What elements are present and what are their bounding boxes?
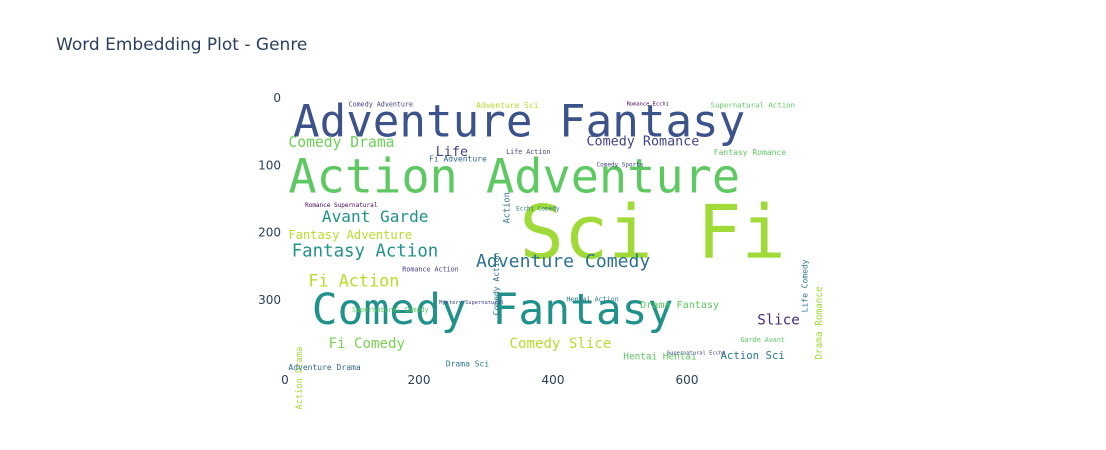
plot-area: [285, 98, 821, 367]
word-8: Fantasy Adventure: [288, 228, 412, 242]
word-26: Comedy Adventure: [349, 101, 413, 109]
word-20: Action Drama: [295, 347, 305, 410]
word-3: Comedy Fantasy: [312, 285, 674, 335]
y-tick-label-0: 0: [273, 91, 281, 105]
word-36: Life Action: [506, 148, 550, 156]
word-18: Drama Romance: [814, 286, 825, 360]
word-31: Hentai Action: [566, 296, 618, 304]
word-2: Sci Fi: [520, 191, 786, 276]
word-13: Comedy Slice: [510, 336, 612, 352]
word-9: Fantasy Action: [292, 242, 439, 262]
word-32: Garde Avant: [741, 336, 785, 344]
word-7: Avant Garde: [322, 207, 429, 226]
word-38: Comedy Sports: [597, 162, 644, 169]
word-27: Romance Action: [402, 266, 458, 274]
word-39: Romance Supernatural: [305, 202, 378, 209]
word-6: Comedy Romance: [587, 135, 700, 150]
word-0: Adventure Fantasy: [293, 97, 745, 148]
x-tick-label-3: 600: [676, 373, 699, 387]
y-tick-label-1: 100: [258, 158, 281, 172]
word-11: Fi Action: [308, 270, 399, 290]
word-35: Fi Adventure: [429, 155, 487, 164]
word-29: Ecchi Comedy: [516, 205, 560, 212]
x-tick-label-1: 200: [408, 373, 431, 387]
word-17: Hentai Hentai: [623, 352, 696, 363]
chart-title: Word Embedding Plot - Genre: [56, 35, 307, 55]
word-37: Action: [503, 192, 513, 223]
x-axis-ticks: 0 200 400 600: [281, 373, 698, 387]
word-15: Drama Fantasy: [640, 300, 719, 311]
word-30: Mystery Supernatural: [439, 300, 504, 306]
word-19: Life Comedy: [800, 259, 809, 312]
word-24: Supernatural Action: [711, 100, 796, 109]
word-33: Supernatural Ecchi: [667, 351, 725, 357]
y-tick-label-3: 300: [258, 293, 281, 307]
word-23: Fantasy Romance: [714, 148, 786, 157]
word-4: Comedy Drama: [288, 134, 394, 151]
word-1: Action Adventure: [288, 150, 740, 205]
word-22: Drama Sci: [446, 360, 490, 369]
plot-background: [285, 98, 821, 367]
word-10: Adventure Comedy: [476, 251, 650, 272]
y-tick-label-2: 200: [258, 226, 281, 240]
word-40: Romance Ecchi: [627, 102, 669, 108]
word-5: Life: [436, 145, 468, 160]
word-12: Fi Comedy: [329, 336, 405, 352]
x-tick-label-0: 0: [281, 373, 289, 387]
y-axis-ticks: 0 100 200 300: [258, 91, 281, 307]
word-16: Action Sci: [721, 349, 785, 362]
word-14: Slice: [757, 313, 799, 329]
word-28: Supernatural Comedy: [352, 306, 429, 314]
x-tick-label-2: 400: [542, 373, 565, 387]
word-21: Adventure Drama: [288, 363, 360, 372]
word-25: Adventure Sci: [476, 101, 539, 110]
word-34: Comedy Action: [492, 253, 501, 316]
